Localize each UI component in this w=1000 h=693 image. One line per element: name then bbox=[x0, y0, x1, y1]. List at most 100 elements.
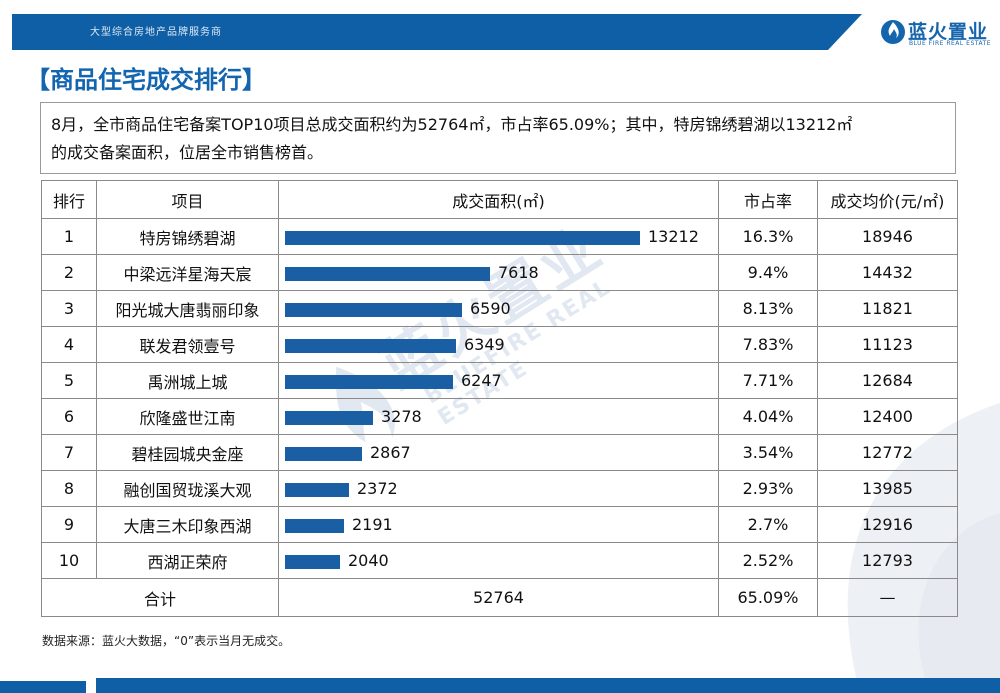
total-price: — bbox=[817, 578, 958, 617]
footer-bar bbox=[96, 678, 1000, 693]
area-cell: 13212 bbox=[278, 218, 719, 255]
price-cell: 11123 bbox=[817, 326, 958, 363]
price-cell: 12400 bbox=[817, 398, 958, 435]
share-cell: 2.52% bbox=[718, 542, 818, 579]
project-cell: 欣隆盛世江南 bbox=[96, 398, 279, 435]
project-cell: 特房锦绣碧湖 bbox=[96, 218, 279, 255]
column-header-area: 成交面积(㎡) bbox=[278, 180, 719, 219]
section-title: 【商品住宅成交排行】 bbox=[26, 66, 266, 94]
area-data-label: 6247 bbox=[461, 371, 502, 390]
project-cell: 阳光城大唐翡丽印象 bbox=[96, 290, 279, 327]
column-header-project: 项目 bbox=[96, 180, 279, 219]
area-bar bbox=[285, 483, 349, 497]
total-label: 合计 bbox=[41, 578, 279, 617]
table-row: 10 西湖正荣府 2040 2.52% 12793 bbox=[41, 542, 958, 579]
rank-cell: 2 bbox=[41, 254, 97, 291]
table-row: 4 联发君领壹号 6349 7.83% 11123 bbox=[41, 326, 958, 363]
flame-logo-icon bbox=[881, 20, 905, 44]
area-bar bbox=[285, 447, 362, 461]
project-cell: 禹洲城上城 bbox=[96, 362, 279, 399]
project-cell: 融创国贸珑溪大观 bbox=[96, 470, 279, 507]
table-body: 1 特房锦绣碧湖 13212 16.3% 18946 2 中梁远洋星海天宸 7618 9.4% 1… bbox=[41, 218, 958, 579]
share-cell: 16.3% bbox=[718, 218, 818, 255]
rank-cell: 6 bbox=[41, 398, 97, 435]
area-data-label: 13212 bbox=[648, 227, 699, 246]
rank-cell: 1 bbox=[41, 218, 97, 255]
column-header-rank: 排行 bbox=[41, 180, 97, 219]
table-row: 5 禹洲城上城 6247 7.71% 12684 bbox=[41, 362, 958, 399]
area-bar bbox=[285, 375, 453, 389]
header-bar bbox=[12, 14, 862, 50]
table-row: 8 融创国贸珑溪大观 2372 2.93% 13985 bbox=[41, 470, 958, 507]
area-data-label: 6349 bbox=[464, 335, 505, 354]
total-row: 合计 52764 65.09% — bbox=[41, 578, 958, 617]
footnote: 数据来源：蓝火大数据，“0”表示当月无成交。 bbox=[42, 634, 291, 648]
table-row: 3 阳光城大唐翡丽印象 6590 8.13% 11821 bbox=[41, 290, 958, 327]
project-cell: 碧桂园城央金座 bbox=[96, 434, 279, 471]
total-share: 65.09% bbox=[718, 578, 818, 617]
area-data-label: 2372 bbox=[357, 479, 398, 498]
table-row: 6 欣隆盛世江南 3278 4.04% 12400 bbox=[41, 398, 958, 435]
area-bar bbox=[285, 411, 373, 425]
table-row: 1 特房锦绣碧湖 13212 16.3% 18946 bbox=[41, 218, 958, 255]
table-row: 7 碧桂园城央金座 2867 3.54% 12772 bbox=[41, 434, 958, 471]
area-data-label: 7618 bbox=[498, 263, 539, 282]
area-cell: 2040 bbox=[278, 542, 719, 579]
area-cell: 6590 bbox=[278, 290, 719, 327]
share-cell: 7.83% bbox=[718, 326, 818, 363]
column-header-share: 市占率 bbox=[718, 180, 818, 219]
project-cell: 中梁远洋星海天宸 bbox=[96, 254, 279, 291]
area-bar bbox=[285, 267, 490, 281]
share-cell: 4.04% bbox=[718, 398, 818, 435]
area-bar bbox=[285, 555, 340, 569]
area-data-label: 6590 bbox=[470, 299, 511, 318]
area-cell: 2867 bbox=[278, 434, 719, 471]
rank-cell: 10 bbox=[41, 542, 97, 579]
share-cell: 3.54% bbox=[718, 434, 818, 471]
logo-subtext: BLUE FIRE REAL ESTATE bbox=[909, 40, 992, 47]
share-cell: 8.13% bbox=[718, 290, 818, 327]
area-cell: 6247 bbox=[278, 362, 719, 399]
price-cell: 13985 bbox=[817, 470, 958, 507]
area-cell: 3278 bbox=[278, 398, 719, 435]
table-header-row: 排行 项目 成交面积(㎡) 市占率 成交均价(元/㎡) bbox=[41, 180, 958, 219]
share-cell: 2.93% bbox=[718, 470, 818, 507]
rank-cell: 5 bbox=[41, 362, 97, 399]
area-data-label: 3278 bbox=[381, 407, 422, 426]
share-cell: 9.4% bbox=[718, 254, 818, 291]
price-cell: 18946 bbox=[817, 218, 958, 255]
share-cell: 7.71% bbox=[718, 362, 818, 399]
area-bar bbox=[285, 303, 462, 317]
project-cell: 西湖正荣府 bbox=[96, 542, 279, 579]
area-cell: 6349 bbox=[278, 326, 719, 363]
rank-cell: 3 bbox=[41, 290, 97, 327]
ranking-table: 排行 项目 成交面积(㎡) 市占率 成交均价(元/㎡) 1 特房锦绣碧湖 13212… bbox=[41, 180, 958, 617]
table-row: 9 大唐三木印象西湖 2191 2.7% 12916 bbox=[41, 506, 958, 543]
summary-line-1: 8月，全市商品住宅备案TOP10项目总成交面积约为52764㎡，市占率65.09… bbox=[51, 115, 853, 134]
area-data-label: 2191 bbox=[352, 515, 393, 534]
project-cell: 大唐三木印象西湖 bbox=[96, 506, 279, 543]
brand-logo: 蓝火置业 BLUE FIRE REAL ESTATE bbox=[878, 14, 996, 50]
area-cell: 2372 bbox=[278, 470, 719, 507]
share-cell: 2.7% bbox=[718, 506, 818, 543]
header-tagline: 大型综合房地产品牌服务商 bbox=[90, 27, 222, 38]
area-cell: 2191 bbox=[278, 506, 719, 543]
price-cell: 14432 bbox=[817, 254, 958, 291]
rank-cell: 4 bbox=[41, 326, 97, 363]
price-cell: 12793 bbox=[817, 542, 958, 579]
column-header-price: 成交均价(元/㎡) bbox=[817, 180, 958, 219]
footer-bar-left bbox=[0, 681, 86, 693]
price-cell: 12916 bbox=[817, 506, 958, 543]
area-bar bbox=[285, 519, 344, 533]
total-area: 52764 bbox=[278, 578, 719, 617]
logo-text: 蓝火置业 bbox=[908, 21, 989, 43]
project-cell: 联发君领壹号 bbox=[96, 326, 279, 363]
summary-line-2: 的成交备案面积，位居全市销售榜首。 bbox=[51, 143, 324, 162]
rank-cell: 7 bbox=[41, 434, 97, 471]
area-data-label: 2040 bbox=[348, 551, 389, 570]
area-data-label: 2867 bbox=[370, 443, 411, 462]
table-row: 2 中梁远洋星海天宸 7618 9.4% 14432 bbox=[41, 254, 958, 291]
rank-cell: 8 bbox=[41, 470, 97, 507]
price-cell: 12684 bbox=[817, 362, 958, 399]
price-cell: 11821 bbox=[817, 290, 958, 327]
